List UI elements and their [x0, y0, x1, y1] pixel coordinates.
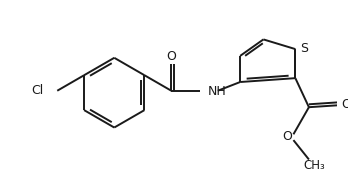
Text: O: O — [283, 130, 293, 143]
Text: NH: NH — [208, 85, 227, 98]
Text: S: S — [300, 42, 308, 55]
Text: Cl: Cl — [31, 84, 44, 97]
Text: O: O — [341, 98, 348, 111]
Text: CH₃: CH₃ — [304, 159, 326, 172]
Text: O: O — [166, 50, 176, 63]
